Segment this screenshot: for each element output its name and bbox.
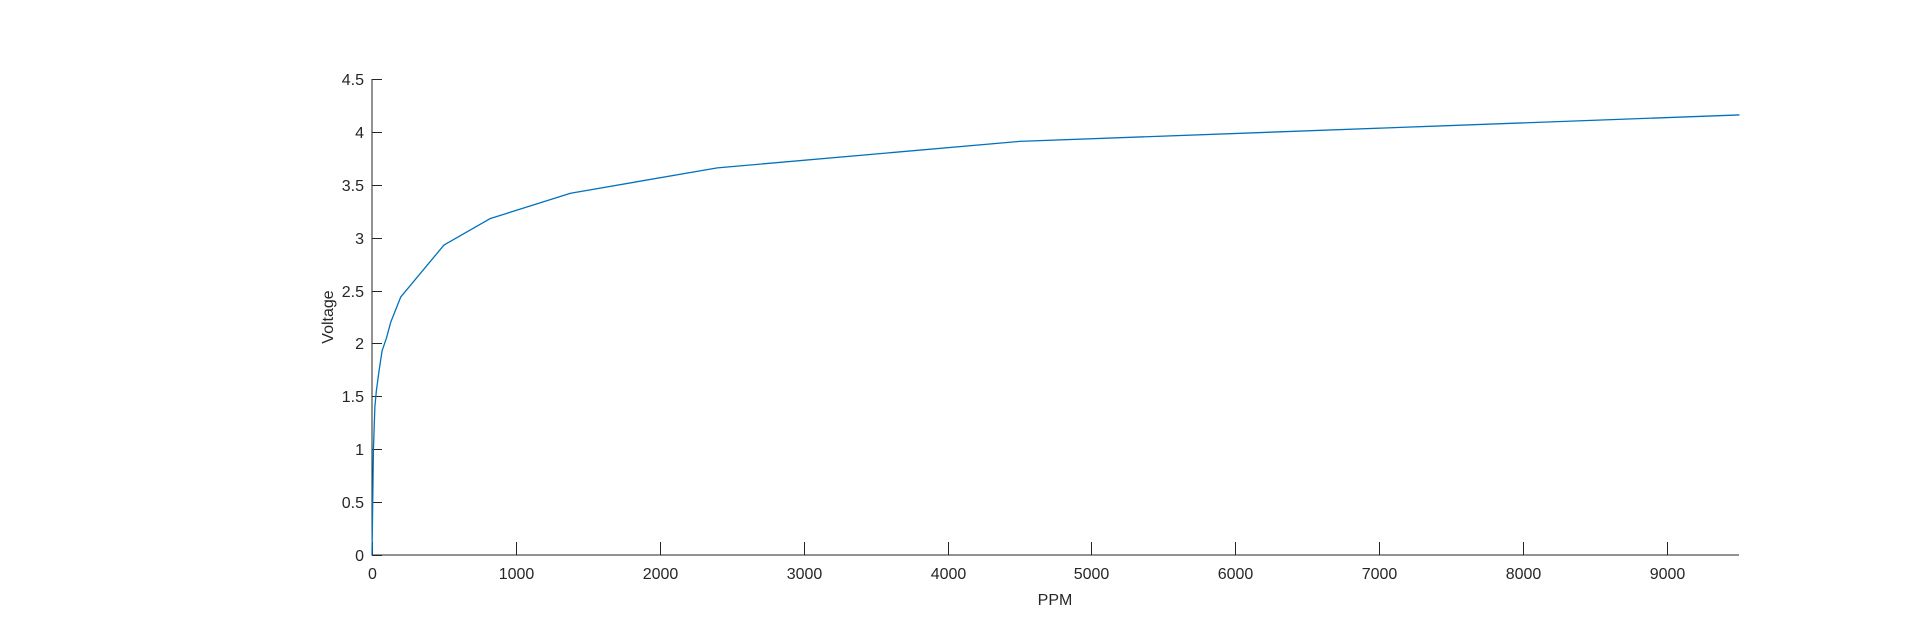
x-tick-label: 4000 (931, 566, 967, 583)
y-tick-label: 3.5 (342, 178, 364, 195)
series-line (371, 114, 1740, 556)
y-tick-label: 4.5 (342, 72, 364, 89)
y-tick-label: 0 (355, 548, 364, 565)
y-tick-label: 4 (355, 125, 364, 142)
x-axis: 0 1000 2000 3000 4000 5000 6000 7000 8000 9000 (368, 542, 1739, 583)
x-tick-label: 0 (368, 566, 377, 583)
x-tick-label: 9000 (1650, 566, 1686, 583)
x-tick-label: 2000 (643, 566, 679, 583)
y-tick-label: 2 (355, 336, 364, 353)
x-tick-label: 5000 (1074, 566, 1110, 583)
y-tick-label: 3 (355, 231, 364, 248)
series-layer (371, 114, 1740, 556)
x-tick-label: 1000 (499, 566, 535, 583)
y-tick-label: 1 (355, 442, 364, 459)
y-tick-label: 2.5 (342, 284, 364, 301)
x-axis-label: PPM (1038, 592, 1073, 609)
y-tick-label: 1.5 (342, 389, 364, 406)
x-tick-label: 6000 (1218, 566, 1254, 583)
x-tick-label: 7000 (1362, 566, 1398, 583)
x-tick-label: 3000 (787, 566, 823, 583)
y-axis-label: Voltage (320, 290, 337, 343)
y-axis: 0 0.5 1 1.5 2 2.5 3 3.5 4 4.5 (342, 72, 382, 565)
x-tick-label: 8000 (1506, 566, 1542, 583)
y-tick-label: 0.5 (342, 495, 364, 512)
